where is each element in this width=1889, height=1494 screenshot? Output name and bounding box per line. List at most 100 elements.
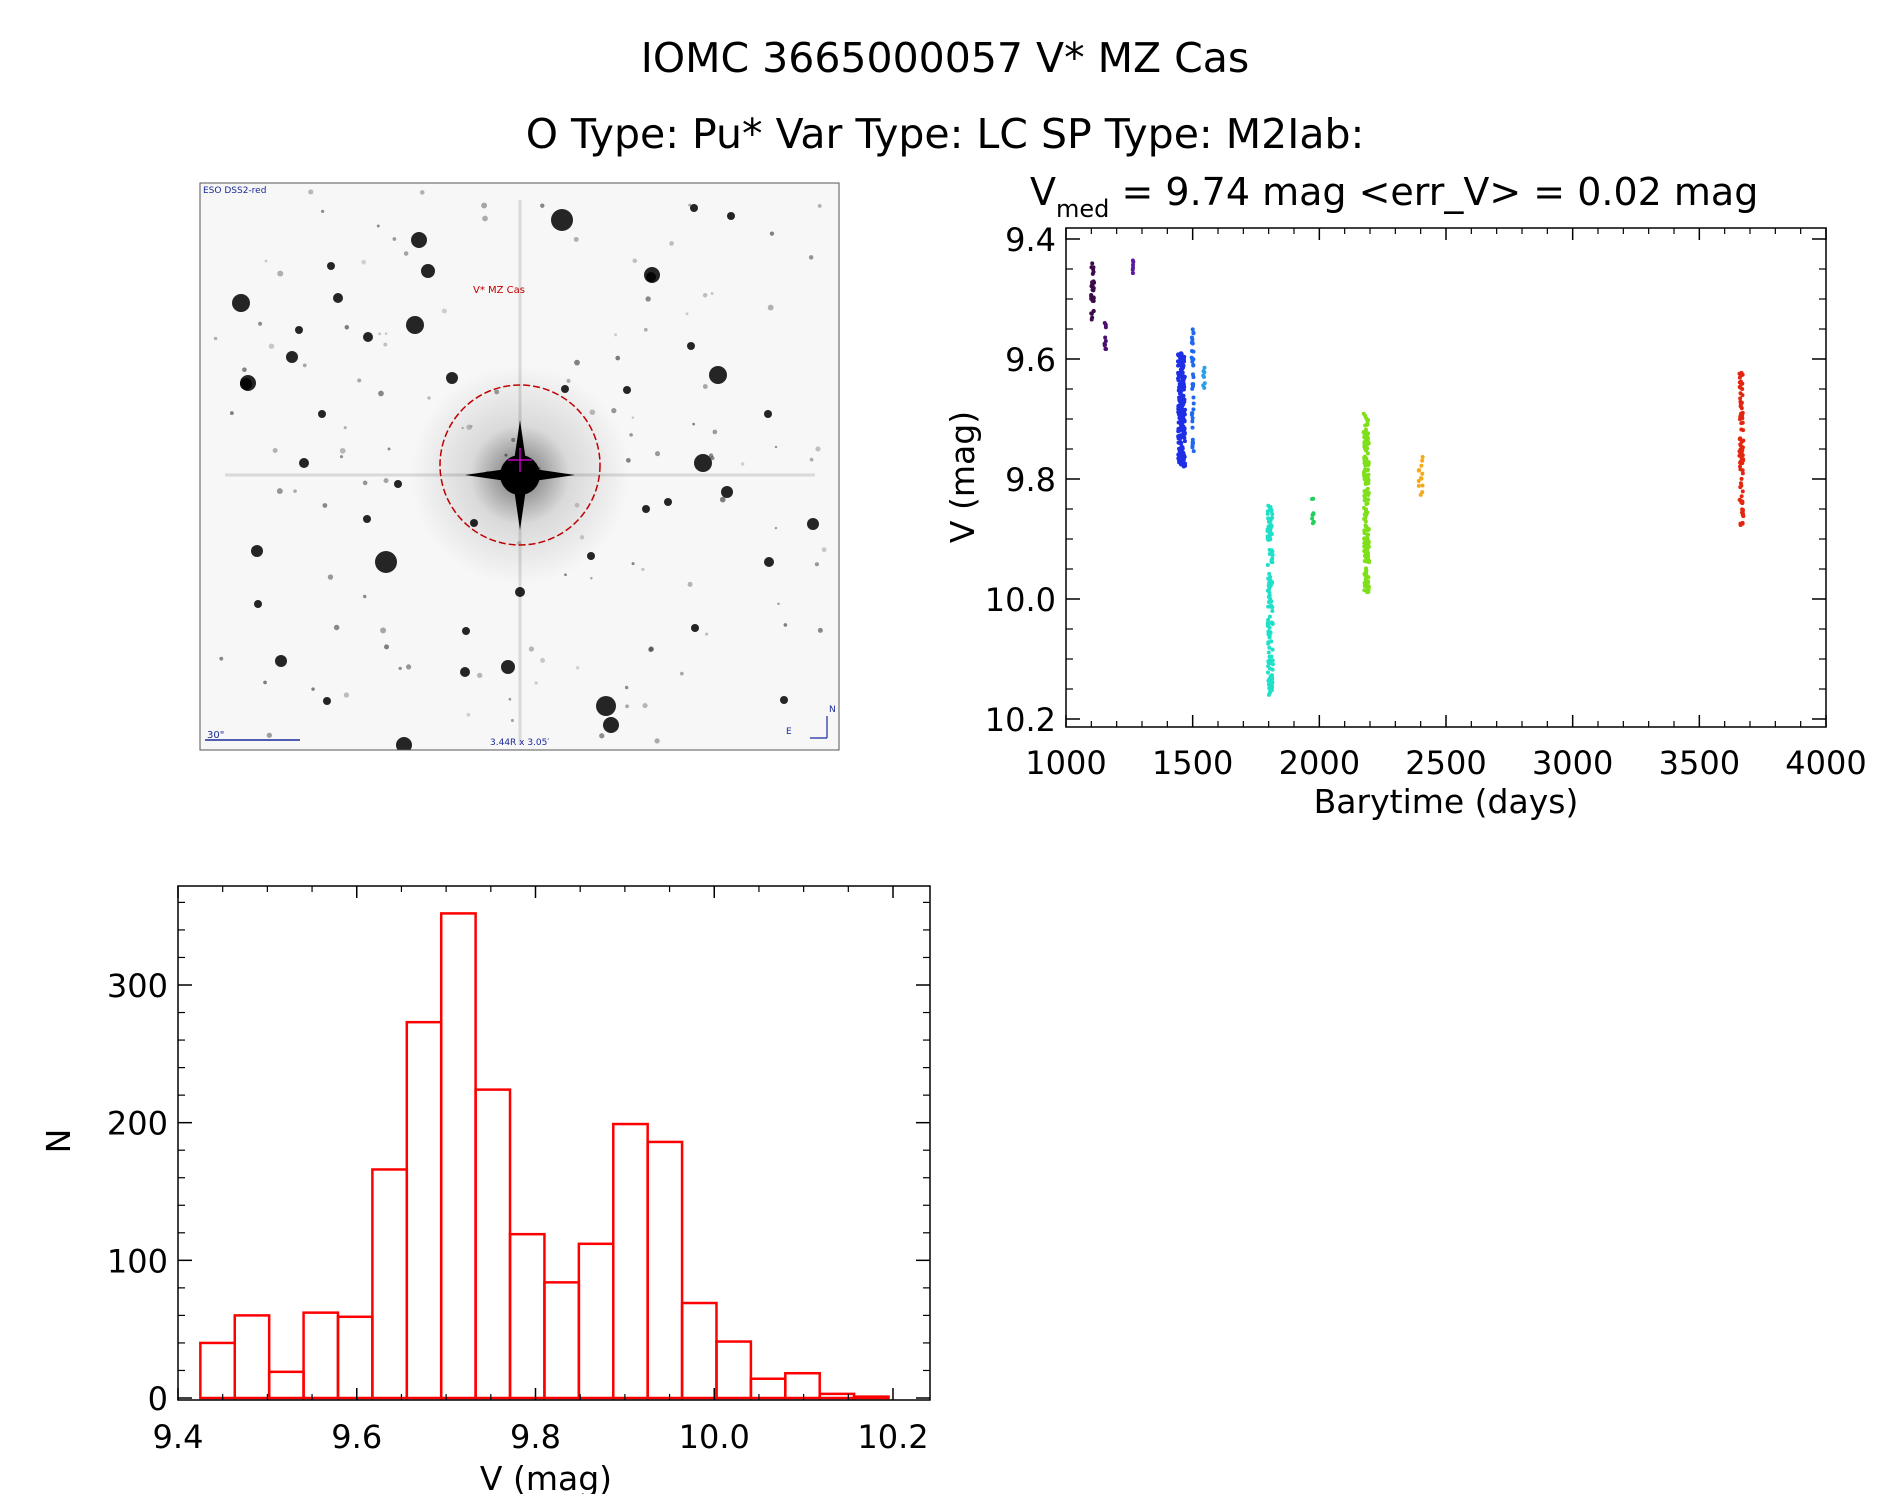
lc-point [1269,548,1274,553]
survey-label: ESO DSS2-red [203,186,266,196]
finder-star [690,204,698,212]
lc-point [1180,357,1185,362]
lc-point [1364,456,1369,461]
lc-point [1270,680,1275,685]
lc-point [1363,479,1368,484]
lc-point [1268,630,1273,635]
finder-star-faint [808,255,814,260]
finder-star-faint [311,687,315,691]
lc-point [1740,501,1745,506]
lc-xtick-label: 1500 [1152,744,1233,782]
lc-point [1265,562,1270,567]
lc-point [1177,385,1182,390]
finder-star-faint [669,241,674,246]
lc-point [1191,407,1196,412]
finder-star-faint [629,433,633,437]
finder-star-faint [599,733,605,739]
finder-star-faint [625,704,630,709]
lc-ytick-label: 9.8 [1005,461,1056,499]
finder-star [727,212,735,220]
hist-bar [233,1314,271,1400]
finder-star [323,697,331,705]
north-label: N [829,705,836,715]
finder-star [251,545,263,557]
finder-star-faint [688,203,692,207]
finder-star-faint [383,478,389,484]
finder-star [462,627,470,635]
lc-point [1362,528,1367,533]
lc-ylabel: V (mag) [943,411,982,543]
finder-star [721,486,733,498]
finder-star-faint [229,411,234,416]
lc-point [1266,594,1271,599]
finder-star [394,480,402,488]
finder-star-faint [631,416,635,419]
finder-star-faint [740,462,745,466]
lc-point [1189,335,1194,340]
lc-ticks: 1000 1500 2000 2500 3000 3500 4000 9.4 9.6 9.8 10.… [985,221,1867,782]
lc-point [1267,666,1272,671]
lc-point [1178,410,1183,415]
hist-axes-frame [177,885,931,1401]
finder-star-faint [642,703,648,709]
finder-star [396,737,412,750]
finder-star [275,655,287,667]
finder-star-faint [276,488,283,495]
finder-star-faint [219,656,224,661]
lc-point [1180,460,1185,465]
finder-star-faint [327,574,334,580]
finder-star [295,326,303,334]
lc-point [1266,576,1271,581]
lc-point [1740,468,1745,473]
lc-point [1131,262,1136,267]
finder-star-field [213,189,827,750]
lc-point [1202,385,1207,390]
finder-star-faint [654,451,661,457]
lc-point [1266,682,1271,687]
finder-star-faint [631,562,635,566]
lc-point [1416,483,1421,488]
figure-subtitle: O Type: Pu* Var Type: LC SP Type: M2Iab: [526,110,1365,158]
finder-star-faint [624,685,629,690]
finder-star [691,624,699,632]
lc-point [1737,453,1742,458]
lc-point [1266,516,1271,521]
lc-point [1362,553,1367,558]
lc-point [1270,647,1275,652]
lc-point [1266,536,1271,541]
finder-star [646,272,656,282]
finder-star-faint [817,627,823,633]
lc-point [1179,382,1184,387]
hist-ytick-label: 0 [148,1380,168,1418]
target-star-core [500,455,540,495]
lc-point [1416,479,1421,484]
lc-xtick-label: 2500 [1405,744,1486,782]
lc-point [1102,342,1107,347]
finder-star-faint [293,489,297,493]
lc-point [1366,462,1371,467]
finder-star [421,264,435,278]
lc-point [1179,440,1184,445]
lc-xtick-label: 3000 [1532,744,1613,782]
figure-title: IOMC 3665000057 V* MZ Cas [641,34,1249,82]
lc-point [1266,659,1271,664]
lc-point [1270,608,1275,613]
lc-point [1266,622,1271,627]
hist-ytick-label: 200 [107,1105,168,1143]
lc-point [1364,524,1369,529]
lc-point [1420,483,1425,488]
fov-label: 3.44R x 3.05′ [490,738,549,748]
lc-point [1175,359,1180,364]
finder-star-faint [441,308,447,314]
lc-point [1182,439,1187,444]
lc-point [1365,421,1370,426]
finder-star-faint [611,408,617,414]
lc-point [1176,363,1181,368]
scale-label: 30" [207,730,224,741]
lc-point [1131,265,1136,270]
lc-point [1311,519,1316,524]
finder-star-faint [419,190,425,195]
lc-point [1180,414,1185,419]
finder-star-faint [719,496,726,503]
lc-point [1266,692,1271,697]
